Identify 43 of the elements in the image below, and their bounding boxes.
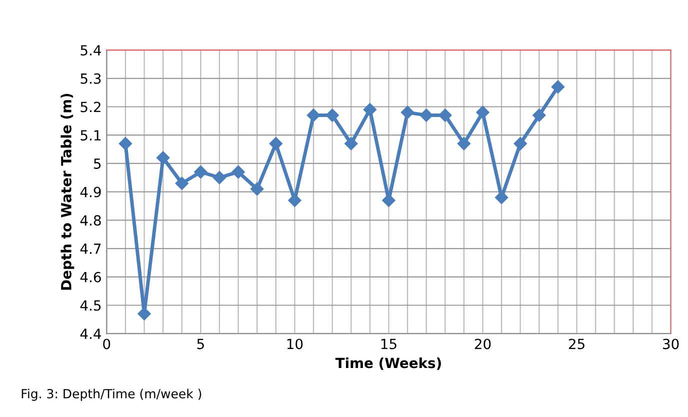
y-tick-label: 4.7 [80,244,101,254]
y-tick-label: 5.3 [80,73,101,84]
point [306,108,320,122]
point [344,137,358,150]
point [551,80,565,94]
y-tick-label: 4.8 [80,215,101,226]
point [118,137,132,150]
point [212,171,226,184]
x-tick-label: 15 [381,338,396,350]
point [269,137,282,150]
point [514,137,527,150]
y-tick-label: 4.5 [80,300,101,311]
point [156,151,170,164]
point [138,307,151,320]
point [476,106,490,120]
point [438,108,452,122]
point [457,137,471,150]
point [175,176,188,190]
y-tick-label: 4.6 [80,272,101,282]
point [363,103,377,116]
x-tick-label: 10 [287,338,303,350]
x-tick-label: 0 [103,338,110,350]
y-tick-label: 5.2 [80,102,100,112]
x-tick-label: 30 [663,338,679,350]
x-tick-label: 20 [474,338,491,350]
y-tick-label: 5.1 [80,130,100,141]
point [250,182,264,196]
point [232,165,245,179]
point [400,106,414,120]
point [326,108,339,122]
y-axis-title: Depth to Water Table (m) [60,94,74,290]
point [532,108,546,122]
y-tick-label: 5 [94,158,101,169]
point [420,108,433,122]
x-tick-label: 5 [197,338,204,350]
y-tick-label: 5.4 [80,45,101,56]
caption: Fig. 3: Depth/Time (m/week ) [22,388,202,401]
x-tick-label: 25 [568,338,584,350]
y-tick-label: 4.9 [80,186,101,198]
point [194,165,208,179]
y-tick-label: 4.4 [80,328,101,339]
point [494,190,508,204]
x-axis-title: Time (Weeks) [335,357,441,370]
